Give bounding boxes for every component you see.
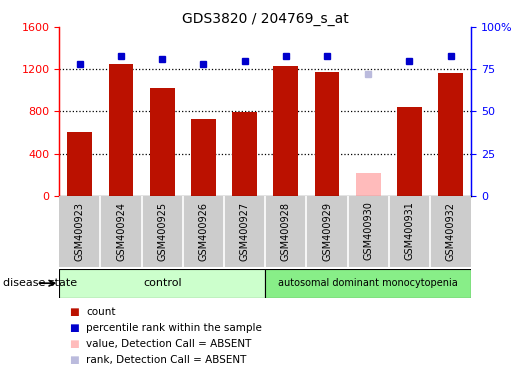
Text: GSM400931: GSM400931: [404, 202, 415, 260]
Text: rank, Detection Call = ABSENT: rank, Detection Call = ABSENT: [86, 355, 246, 365]
Text: autosomal dominant monocytopenia: autosomal dominant monocytopenia: [278, 278, 458, 288]
Bar: [438, 73, 463, 196]
Text: ■: ■: [70, 307, 79, 317]
Bar: [315, 72, 339, 196]
Text: count: count: [86, 307, 115, 317]
Text: ■: ■: [70, 339, 79, 349]
Title: GDS3820 / 204769_s_at: GDS3820 / 204769_s_at: [182, 12, 349, 26]
Text: GSM400930: GSM400930: [363, 202, 373, 260]
Text: GSM400929: GSM400929: [322, 202, 332, 260]
Bar: [59, 269, 265, 298]
Text: GSM400925: GSM400925: [157, 202, 167, 261]
Text: GSM400924: GSM400924: [116, 202, 126, 260]
Text: GSM400927: GSM400927: [239, 202, 250, 261]
Bar: [265, 269, 471, 298]
Bar: [356, 173, 381, 196]
Bar: [67, 132, 92, 196]
Bar: [150, 88, 175, 196]
Text: ■: ■: [70, 355, 79, 365]
Bar: [191, 119, 216, 196]
Text: percentile rank within the sample: percentile rank within the sample: [86, 323, 262, 333]
Bar: [397, 107, 422, 196]
Text: GSM400926: GSM400926: [198, 202, 209, 260]
Bar: [273, 66, 298, 196]
Text: ■: ■: [70, 323, 79, 333]
Text: value, Detection Call = ABSENT: value, Detection Call = ABSENT: [86, 339, 251, 349]
Text: GSM400928: GSM400928: [281, 202, 291, 260]
Bar: [109, 64, 133, 196]
Text: GSM400923: GSM400923: [75, 202, 85, 260]
Bar: [232, 113, 257, 196]
Text: GSM400932: GSM400932: [445, 202, 456, 260]
Text: control: control: [143, 278, 181, 288]
Text: disease state: disease state: [3, 278, 77, 288]
